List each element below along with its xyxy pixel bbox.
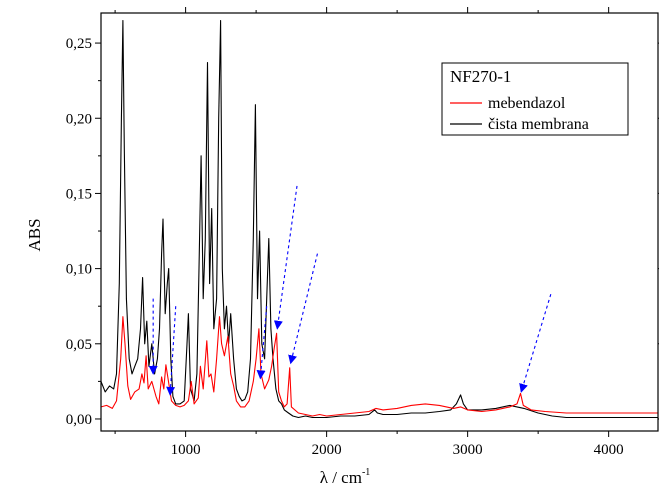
annotation-arrow-3 — [256, 306, 268, 380]
legend-label-mebendazol: mebendazol — [488, 95, 566, 112]
x-axis-title-superscript: -1 — [362, 467, 370, 478]
series-line-mebendazol — [101, 316, 658, 417]
annotation-arrow-6 — [519, 294, 552, 393]
legend-title: NF270-1 — [450, 67, 511, 86]
x-tick-label: 4000 — [594, 442, 624, 458]
legend-box — [441, 62, 629, 136]
x-tick-label: 1000 — [171, 442, 201, 458]
y-tick-label: 0,25 — [66, 36, 92, 52]
y-tick-label: 0,20 — [66, 111, 92, 127]
y-tick-label: 0,10 — [66, 262, 92, 278]
y-tick-label: 0,00 — [66, 412, 92, 428]
x-axis-title: λ / cm-1 — [320, 467, 371, 487]
annotation-arrow-2 — [166, 306, 177, 396]
legend-label-cista-membrana: čista membrana — [488, 116, 589, 133]
plot-frame — [100, 12, 659, 432]
y-tick-label: 0,15 — [66, 186, 92, 202]
annotation-arrow-5 — [288, 253, 318, 365]
series-line-cista-membrana — [101, 19, 658, 419]
plot-area — [101, 19, 658, 419]
axis-ticks — [95, 7, 659, 437]
x-tick-label: 2000 — [312, 442, 342, 458]
annotation-arrow-4 — [273, 185, 298, 330]
y-tick-label: 0,05 — [66, 337, 92, 353]
x-tick-label: 3000 — [453, 442, 483, 458]
x-axis-title-main: λ / cm — [320, 468, 362, 487]
tick-labels: 1000 2000 3000 4000 0,00 0,05 0,10 0,15 0,20 0,25 — [66, 36, 624, 458]
y-axis-title: ABS — [25, 218, 44, 251]
legend: NF270-1 mebendazol čista membrana — [441, 62, 629, 136]
